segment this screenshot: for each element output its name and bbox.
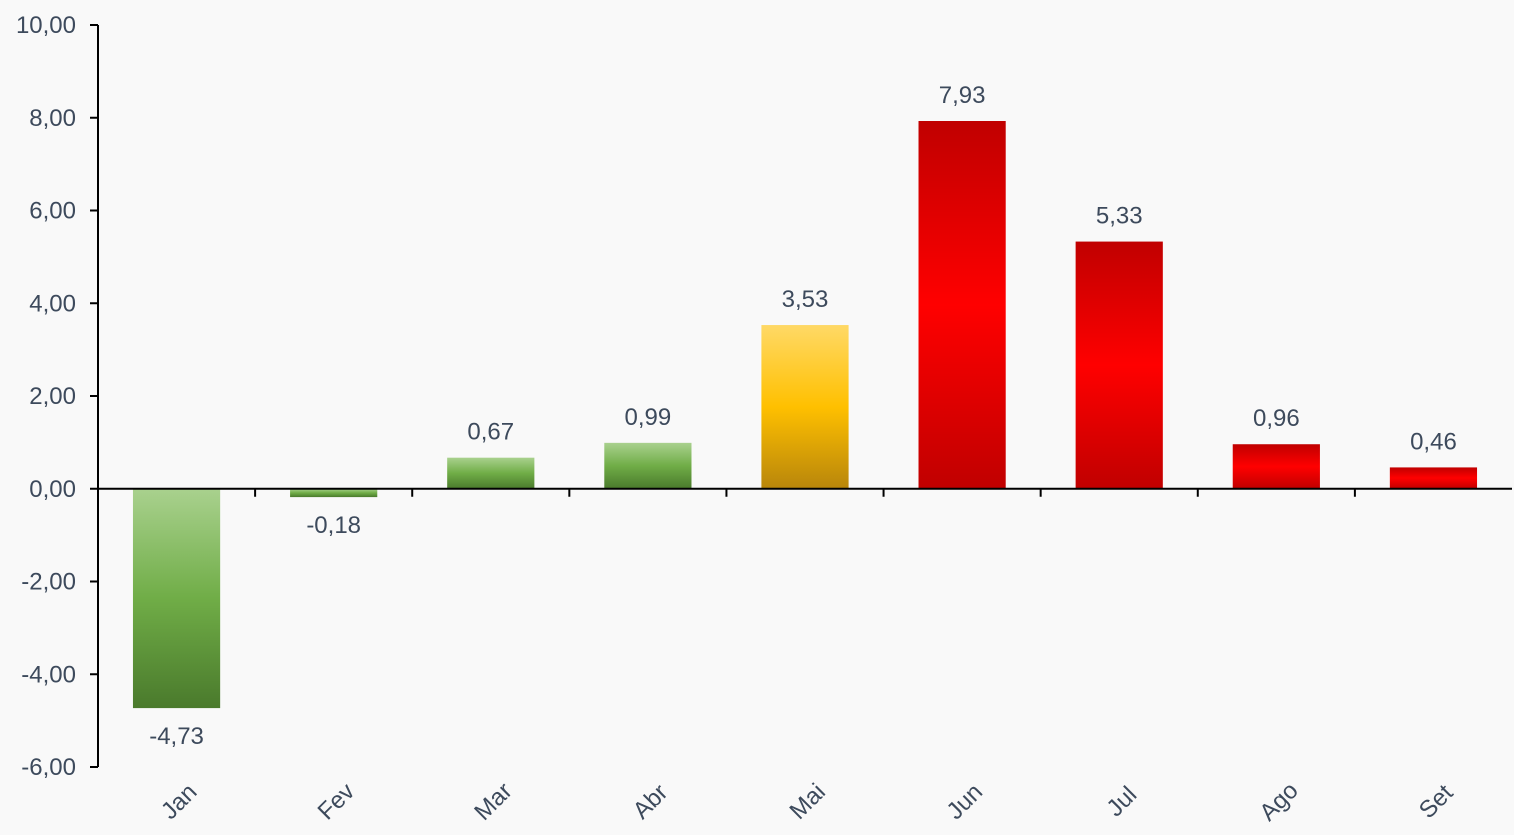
x-category-label: Set: [1414, 779, 1459, 824]
y-tick-label: 6,00: [29, 198, 76, 225]
y-tick-label: 2,00: [29, 383, 76, 410]
bar-abr: [604, 442, 692, 489]
bar-set: [1389, 467, 1478, 489]
x-category-label: Abr: [628, 779, 674, 825]
data-label-jun: 7,93: [939, 82, 986, 109]
x-category-label: Jan: [156, 778, 202, 824]
data-label-jan: -4,73: [149, 723, 204, 750]
x-category-label: Mai: [784, 778, 830, 824]
y-tick-label: -6,00: [21, 754, 76, 781]
data-label-fev: -0,18: [306, 512, 361, 539]
bar-jun: [918, 120, 1006, 489]
y-tick-label: -2,00: [21, 569, 76, 596]
bar-mai: [761, 325, 849, 489]
bars: [132, 120, 1478, 709]
data-label-jul: 5,33: [1096, 203, 1143, 230]
x-category-label: Mar: [469, 778, 517, 826]
data-label-mai: 3,53: [782, 286, 829, 313]
y-tick-label: 8,00: [29, 105, 76, 132]
category-labels: Jan Fev Mar Abr Mai Jun Jul Ago Set: [156, 777, 1459, 826]
data-labels: -4,73 -0,18 0,67 0,99 3,53 7,93 5,33 0,96 0,46: [149, 82, 1457, 750]
bar-ago: [1232, 444, 1320, 489]
data-label-ago: 0,96: [1253, 405, 1300, 432]
data-label-mar: 0,67: [467, 419, 514, 446]
x-category-label: Jun: [942, 778, 988, 824]
bar-fev: [290, 488, 378, 498]
x-ticks: [254, 488, 1356, 497]
data-label-abr: 0,99: [625, 404, 672, 431]
y-tick-label: 0,00: [29, 476, 76, 503]
y-tick-label: 10,00: [16, 12, 76, 39]
y-tick-label: -4,00: [21, 661, 76, 688]
bar-jul: [1075, 241, 1163, 489]
x-category-label: Fev: [313, 778, 360, 825]
x-category-label: Ago: [1254, 777, 1303, 826]
y-tick-label: 4,00: [29, 290, 76, 317]
data-label-set: 0,46: [1410, 428, 1457, 455]
bar-mar: [447, 457, 535, 489]
y-ticks: 10,00 8,00 6,00 4,00 2,00 0,00 -2,00 -4,00 -6,00: [16, 12, 98, 781]
bar-jan: [132, 488, 221, 709]
x-category-label: Jul: [1102, 781, 1143, 822]
